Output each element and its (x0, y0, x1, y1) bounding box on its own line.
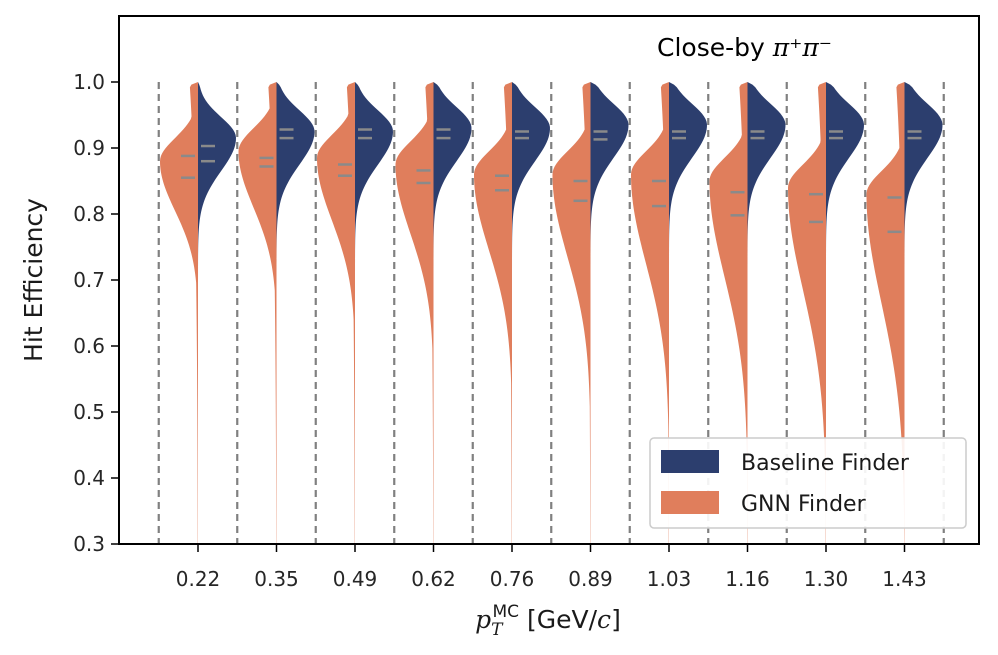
violin-baseline (433, 82, 472, 544)
violin-gnn (788, 82, 826, 544)
x-title-base: p (475, 605, 491, 634)
legend-box (649, 437, 967, 529)
x-title-unit-end: ] (611, 605, 621, 634)
legend-swatch-gnn (661, 491, 719, 514)
violin-baseline (747, 82, 786, 544)
violin-group (866, 82, 943, 544)
violin-gnn (238, 82, 277, 544)
violin-group (709, 82, 786, 544)
x-title-unit-italic: c (597, 605, 611, 634)
violin-group (631, 82, 707, 544)
violin-gnn (160, 82, 198, 544)
violin-gnn (631, 82, 669, 544)
y-axis: 0.3 0.4 0.5 0.6 0.7 0.8 0.9 1.0 (73, 70, 119, 556)
violin-baseline (669, 82, 707, 544)
x-title-unit: [GeV/ (519, 605, 598, 634)
x-tick-label: 1.03 (647, 567, 692, 591)
y-tick-label: 0.3 (73, 532, 105, 556)
x-axis: 0.22 0.35 0.49 0.62 0.76 0.89 1.03 1.16 1.30 1.43 (176, 544, 927, 591)
violin-baseline (826, 82, 864, 544)
chart-annotation: Close-by π⁺π⁻ (657, 33, 832, 62)
legend-label-baseline: Baseline Finder (741, 451, 910, 476)
y-tick-label: 0.4 (73, 466, 105, 490)
violin-group (395, 82, 472, 544)
y-axis-title: Hit Efficiency (19, 198, 48, 362)
y-tick-label: 0.6 (73, 334, 105, 358)
x-tick-label: 0.49 (333, 567, 378, 591)
violin-baseline (904, 82, 943, 544)
violin-baseline (198, 82, 236, 544)
violin-group (552, 82, 629, 544)
legend-swatch-baseline (661, 450, 719, 473)
violin-gnn (709, 82, 748, 544)
x-title-sub: T (491, 620, 504, 640)
y-tick-label: 0.5 (73, 400, 105, 424)
y-tick-label: 0.7 (73, 268, 105, 292)
y-tick-label: 1.0 (73, 70, 105, 94)
violin-baseline (590, 82, 629, 544)
legend-label-gnn: GNN Finder (741, 492, 867, 517)
violin-baseline (355, 82, 393, 544)
violin-group (317, 82, 393, 544)
x-tick-label: 1.30 (804, 567, 849, 591)
y-tick-label: 0.9 (73, 136, 105, 160)
x-tick-label: 0.76 (490, 567, 535, 591)
x-axis-title: pTMC [GeV/c] (475, 602, 621, 640)
legend: Baseline Finder GNN Finder (649, 437, 967, 529)
x-title-sup: MC (493, 602, 520, 622)
annotation-math: π⁺π⁻ (772, 33, 832, 62)
violin-gnn (474, 82, 512, 544)
violin-baseline (276, 82, 315, 544)
plot-area (157, 82, 945, 544)
annotation-prefix: Close-by (657, 33, 773, 62)
x-tick-label: 1.43 (882, 567, 927, 591)
y-tick-label: 0.8 (73, 202, 105, 226)
violin-baseline (512, 82, 550, 544)
x-tick-label: 1.16 (725, 567, 770, 591)
x-tick-label: 0.35 (254, 567, 299, 591)
x-tick-label: 0.62 (411, 567, 456, 591)
violin-gnn (317, 82, 355, 544)
violin-group (788, 82, 864, 544)
violin-gnn (552, 82, 591, 544)
violin-gnn (395, 82, 434, 544)
violin-group (238, 82, 315, 544)
x-tick-label: 0.89 (568, 567, 613, 591)
violin-group (160, 82, 236, 544)
x-tick-label: 0.22 (176, 567, 221, 591)
violin-group (474, 82, 550, 544)
